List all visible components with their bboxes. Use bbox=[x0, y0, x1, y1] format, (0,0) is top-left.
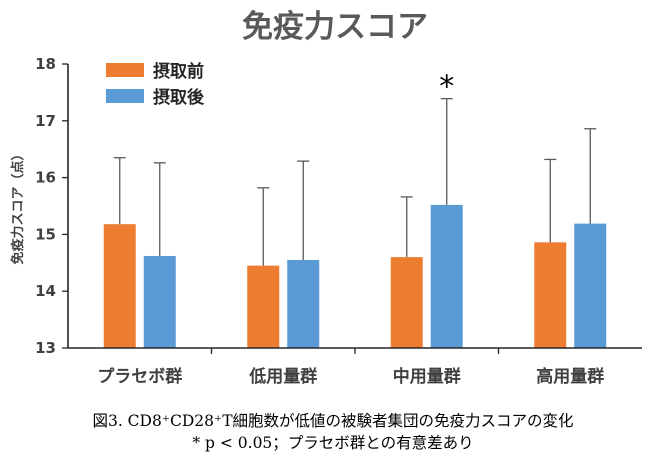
category-label-0: プラセボ群 bbox=[97, 366, 182, 387]
caption-line-1: 図3. CD8⁺CD28⁺T細胞数が低値の被験者集団の免疫力スコアの変化 bbox=[92, 412, 574, 430]
legend-label-0: 摂取前 bbox=[153, 61, 204, 82]
bar-after-2 bbox=[430, 204, 463, 348]
caption-line-2: * p < 0.05；プラセボ群との有意差あり bbox=[192, 434, 474, 452]
category-labels: プラセボ群 低用量群 中用量群 高用量群 bbox=[97, 366, 604, 387]
y-tick-label-2: 15 bbox=[35, 225, 56, 243]
category-label-2: 中用量群 bbox=[393, 366, 461, 387]
bar-after-0 bbox=[143, 255, 176, 348]
axes bbox=[67, 64, 642, 354]
y-tick-label-3: 16 bbox=[35, 169, 56, 187]
figure-caption: 図3. CD8⁺CD28⁺T細胞数が低値の被験者集団の免疫力スコアの変化 * p… bbox=[0, 410, 666, 454]
significance-marker-0: * bbox=[439, 70, 454, 105]
chart-title: 免疫力スコア bbox=[242, 9, 428, 45]
bar-chart: 免疫力スコア 免疫力スコア（点） 13 14 15 16 17 18 プラセボ群 低用量群 中… bbox=[10, 9, 642, 387]
y-tick-label-5: 18 bbox=[35, 55, 56, 73]
bar-after-3 bbox=[574, 223, 607, 348]
y-tick-label-1: 14 bbox=[35, 282, 56, 300]
y-ticks: 13 14 15 16 17 18 bbox=[35, 55, 68, 357]
bar-before-2 bbox=[390, 257, 423, 348]
bar-after-1 bbox=[287, 259, 320, 348]
error-bars bbox=[113, 97, 597, 266]
category-label-3: 高用量群 bbox=[536, 366, 604, 387]
bar-before-0 bbox=[103, 224, 136, 348]
bar-before-1 bbox=[247, 265, 280, 348]
legend-label-1: 摂取後 bbox=[153, 87, 205, 108]
bars bbox=[103, 204, 607, 348]
category-label-1: 低用量群 bbox=[248, 366, 317, 387]
legend-swatch-1 bbox=[106, 89, 144, 103]
legend-swatch-0 bbox=[106, 63, 144, 77]
y-tick-label-0: 13 bbox=[35, 339, 56, 357]
y-axis-label: 免疫力スコア（点） bbox=[10, 147, 26, 264]
y-tick-label-4: 17 bbox=[35, 112, 56, 130]
y-axis-label-group: 免疫力スコア（点） bbox=[10, 147, 26, 264]
annotations: * bbox=[439, 70, 454, 105]
bar-before-3 bbox=[534, 242, 567, 348]
